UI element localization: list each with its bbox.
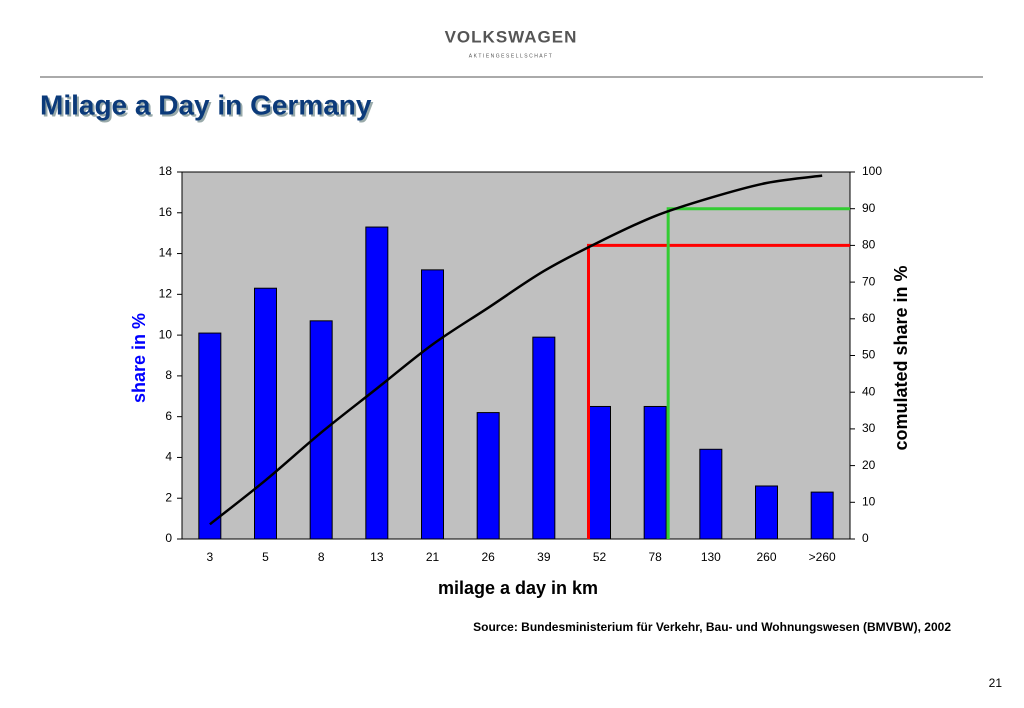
y-tick-label: 4 — [165, 450, 172, 464]
x-axis-label: milage a day in km — [438, 578, 598, 598]
y2-tick-label: 0 — [862, 531, 869, 545]
y2-tick-label: 90 — [862, 201, 876, 215]
y-tick-label: 18 — [159, 164, 173, 178]
y2-tick-label: 20 — [862, 458, 876, 472]
y2-tick-label: 100 — [862, 164, 882, 178]
x-tick-label: 13 — [370, 550, 384, 564]
bar — [309, 320, 333, 540]
y-tick-label: 0 — [165, 531, 172, 545]
y2-tick-label: 60 — [862, 311, 876, 325]
bar — [643, 405, 667, 540]
title-shadow: Milage a Day in Germany — [42, 91, 374, 122]
subbrand: AKTIENGESELLSCHAFT — [469, 53, 554, 59]
y2-tick-label: 70 — [862, 274, 876, 288]
plot-area — [181, 171, 851, 540]
chart-title: Milage a Day in Germany — [40, 89, 372, 120]
bar — [699, 448, 723, 540]
bar — [365, 226, 389, 540]
y2-tick-label: 40 — [862, 384, 876, 398]
x-tick-label: 5 — [262, 550, 269, 564]
y-tick-label: 14 — [159, 246, 173, 260]
x-tick-label: 52 — [593, 550, 607, 564]
bar — [421, 269, 444, 540]
y-tick-label: 16 — [159, 205, 173, 219]
source: Source: Bundesministerium für Verkehr, B… — [473, 620, 951, 634]
bar — [254, 287, 277, 540]
bar — [588, 405, 611, 540]
x-tick-label: 78 — [648, 550, 662, 564]
x-tick-label: 130 — [701, 550, 721, 564]
reference-line — [666, 207, 850, 539]
y2-tick-label: 80 — [862, 238, 876, 252]
page-number: 21 — [989, 676, 1003, 690]
y2-tick-label: 50 — [862, 348, 876, 362]
reference-line — [587, 243, 850, 539]
y-tick-label: 2 — [165, 490, 172, 504]
y2-axis-label: comulated share in % — [891, 265, 911, 450]
x-tick-label: >260 — [809, 550, 836, 564]
y-tick-label: 10 — [159, 327, 173, 341]
bar — [476, 412, 500, 540]
x-tick-label: 8 — [318, 550, 325, 564]
x-tick-label: 39 — [537, 550, 551, 564]
y2-tick-label: 30 — [862, 421, 876, 435]
bar — [198, 332, 222, 540]
x-tick-label: 3 — [206, 550, 213, 564]
y-tick-label: 6 — [165, 409, 172, 423]
x-tick-label: 21 — [426, 550, 440, 564]
bar — [532, 336, 556, 540]
x-tick-label: 260 — [756, 550, 776, 564]
y2-tick-label: 10 — [862, 494, 876, 508]
y-axis-label: share in % — [129, 313, 149, 403]
y-tick-label: 8 — [165, 368, 172, 382]
bar — [810, 491, 834, 540]
x-tick-label: 26 — [481, 550, 495, 564]
y-tick-label: 12 — [159, 287, 173, 301]
bar — [755, 485, 778, 540]
brand: VOLKSWAGEN — [445, 27, 578, 46]
cumulative-line — [209, 174, 823, 526]
